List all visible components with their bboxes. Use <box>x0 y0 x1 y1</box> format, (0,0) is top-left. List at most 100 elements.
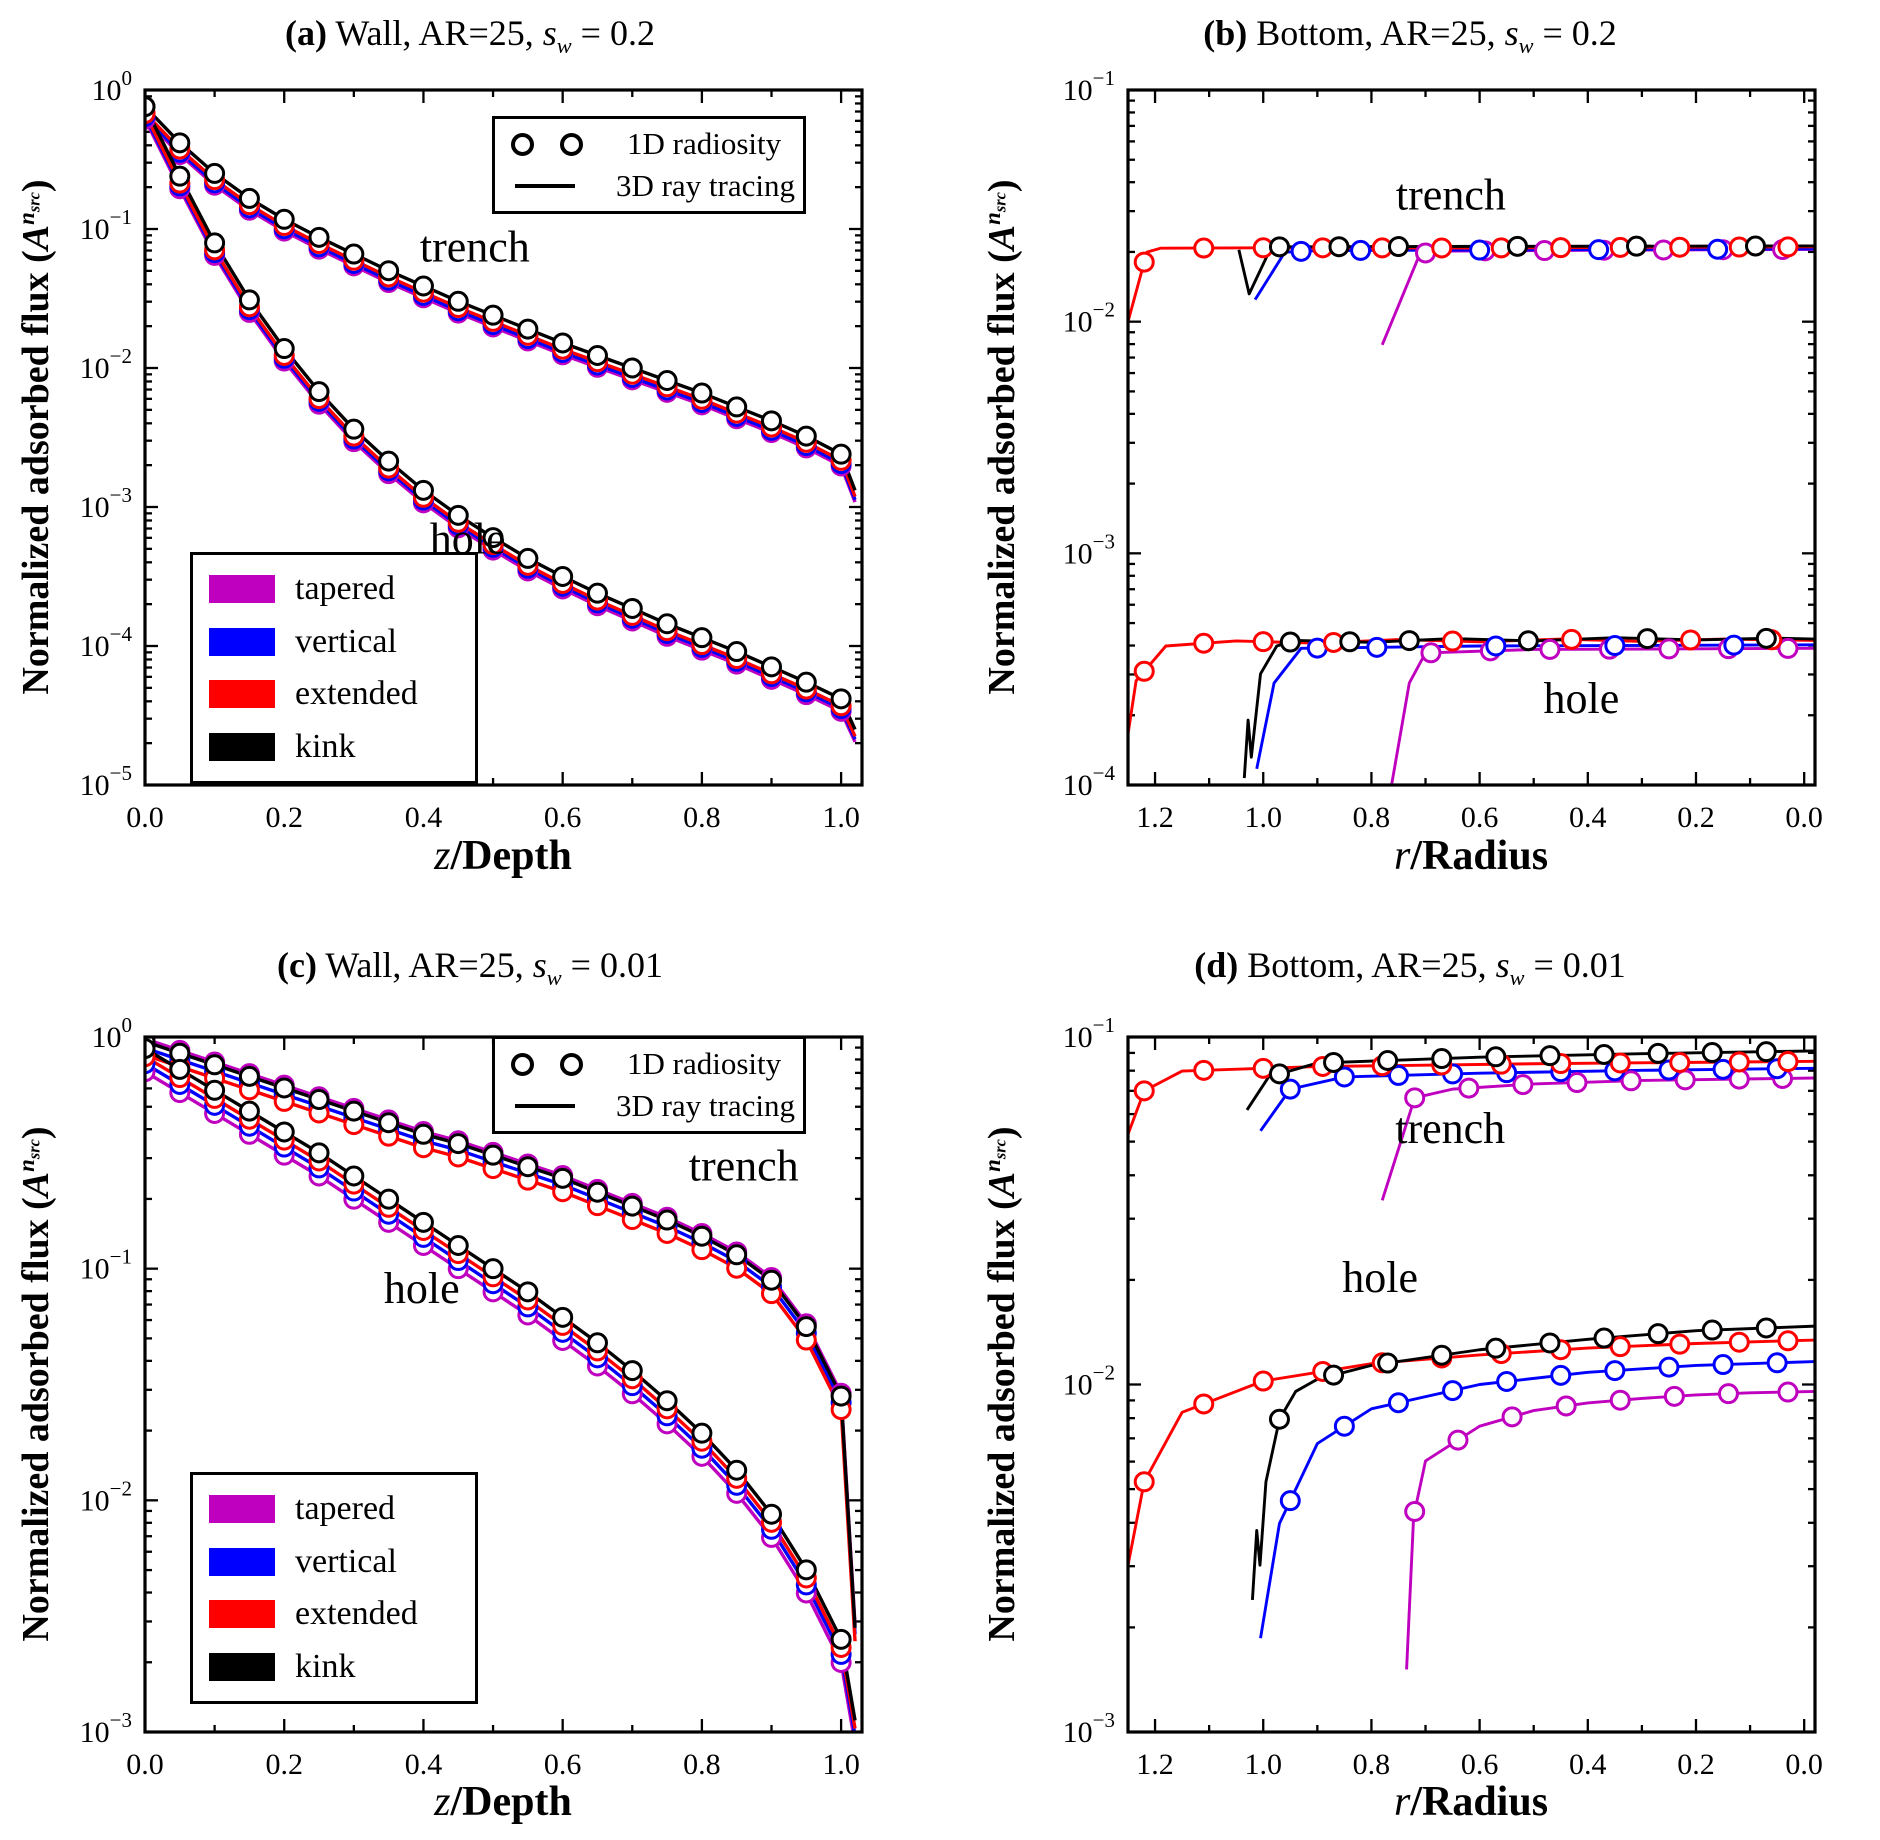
panel-a-title: (a) Wall, AR=25, sw = 0.2 <box>0 12 940 59</box>
panel-d-title: (d) Bottom, AR=25, sw = 0.01 <box>940 944 1880 991</box>
series-line <box>1128 1338 1815 1566</box>
x-axis-label-var: z <box>434 833 451 879</box>
series-marker <box>308 1089 330 1111</box>
series-marker <box>1350 239 1372 261</box>
x-tick-label: 1.2 <box>1136 1748 1174 1781</box>
annotation-hole: hole <box>384 1264 460 1313</box>
panel-a-tag: (a) <box>285 13 327 53</box>
series-marker <box>238 1065 260 1087</box>
series-marker <box>621 1360 643 1382</box>
series-marker <box>412 1123 434 1145</box>
legend-label-raytracing: 3D ray tracing <box>615 1088 795 1123</box>
series-marker <box>1290 240 1312 262</box>
series-marker <box>795 1559 817 1581</box>
series-marker <box>1506 235 1528 257</box>
series-marker <box>1133 660 1155 682</box>
tick-labels: 0.0 0.2 0.4 0.6 0.8 1.0 100 10−1 10−2 10−3 10−4 10−… <box>80 66 860 834</box>
series-marker <box>1279 1490 1301 1512</box>
y-tick-label: 10−2 <box>1063 298 1115 339</box>
series-marker <box>726 1459 748 1481</box>
series-marker <box>1485 1337 1507 1359</box>
series-marker <box>1766 1352 1788 1374</box>
x-axis-label: r/Radius <box>1394 832 1548 880</box>
panel-a-title-param-sub: w <box>556 33 572 59</box>
annotation-hole: hole <box>1342 1253 1418 1302</box>
panel-a-title-param-value: = 0.2 <box>571 13 655 53</box>
x-tick-label: 0.4 <box>1569 801 1607 834</box>
x-tick-label: 0.8 <box>1353 801 1391 834</box>
series-line <box>1405 1390 1815 1670</box>
x-axis-label-rest: /Depth <box>450 833 572 879</box>
series-marker <box>1193 632 1215 654</box>
y-tick-label: 10−4 <box>80 622 133 663</box>
series-marker <box>1625 235 1647 257</box>
series-marker <box>761 1503 783 1525</box>
x-tick-label: 1.0 <box>1244 801 1282 834</box>
swatch-kink <box>209 732 275 761</box>
series-marker <box>1377 1050 1399 1072</box>
annotation-trench: trench <box>689 1142 799 1191</box>
series-marker <box>1663 1385 1685 1407</box>
series-line <box>145 1053 857 1642</box>
series-marker <box>1777 1051 1799 1073</box>
series-marker <box>552 566 574 587</box>
legend-method: 1D radiosity 3D ray tracing <box>492 116 806 214</box>
series-marker <box>1701 1319 1723 1341</box>
series-marker <box>586 1181 608 1203</box>
panel-c-title-param: s <box>532 945 547 985</box>
y-tick-label: 10−5 <box>80 761 132 802</box>
series-marker <box>482 1144 504 1166</box>
panel-d-title-param-sub: w <box>1509 965 1525 991</box>
y-tick-label: 10−1 <box>80 205 132 246</box>
line-marker-icon <box>515 184 575 188</box>
x-tick-label: 0.2 <box>265 801 303 834</box>
y-tick-label: 10−3 <box>1063 1708 1115 1749</box>
series-marker <box>1431 1344 1453 1366</box>
series-marker <box>1252 1370 1274 1392</box>
legend-row-extended: extended <box>209 675 459 713</box>
circle-marker-icon <box>560 1052 583 1076</box>
series-marker <box>1268 236 1290 258</box>
series-marker <box>795 425 817 447</box>
legend-label-tapered: tapered <box>295 570 396 608</box>
series-marker <box>552 1167 574 1189</box>
line-marker-icon <box>515 1104 575 1108</box>
series-marker <box>273 208 295 230</box>
series-marker <box>691 627 713 649</box>
annotation-trench: trench <box>1396 170 1506 219</box>
y-tick-label: 10−1 <box>1063 1013 1115 1054</box>
legend-method: 1D radiosity 3D ray tracing <box>492 1036 806 1134</box>
legend-label-tapered: tapered <box>295 1490 396 1528</box>
legend-row-kink: kink <box>209 1648 459 1686</box>
swatch-extended <box>209 680 275 709</box>
series-marker <box>1755 627 1777 649</box>
series-marker <box>1485 1046 1507 1068</box>
y-tick-label: 10−2 <box>80 1476 132 1517</box>
series-line <box>145 1040 857 1628</box>
series-marker <box>795 671 817 693</box>
tick-labels: 1.2 1.0 0.8 0.6 0.4 0.2 0.0 10−1 10−2 10−3 10−4 <box>1063 66 1823 834</box>
legend-label-kink: kink <box>295 1647 356 1685</box>
series-line <box>1245 1049 1815 1111</box>
annotation-hole: hole <box>1544 674 1620 723</box>
series-marker <box>656 1390 678 1412</box>
panel-c-title-text: Wall, AR=25, <box>316 945 533 985</box>
panel-b-title-param: s <box>1504 13 1519 53</box>
circle-marker-icon <box>560 132 583 156</box>
series-marker <box>552 332 574 354</box>
x-tick-label: 0.0 <box>126 801 164 834</box>
x-tick-label: 0.0 <box>1785 1748 1823 1781</box>
y-tick-label: 10−3 <box>80 1708 132 1749</box>
legend-label-vertical: vertical <box>295 622 397 660</box>
series-marker <box>1279 1078 1301 1100</box>
series-marker <box>1323 1051 1345 1073</box>
series-marker <box>1566 1072 1588 1094</box>
y-tick-label: 100 <box>92 66 133 107</box>
y-tick-label: 10−1 <box>80 1245 132 1286</box>
series-marker <box>830 1385 852 1407</box>
series-line <box>145 1055 857 1729</box>
x-tick-label: 0.6 <box>544 1748 582 1781</box>
series-marker <box>1728 1331 1750 1353</box>
x-tick-label: 0.2 <box>1677 1748 1715 1781</box>
series-marker <box>204 1054 226 1076</box>
